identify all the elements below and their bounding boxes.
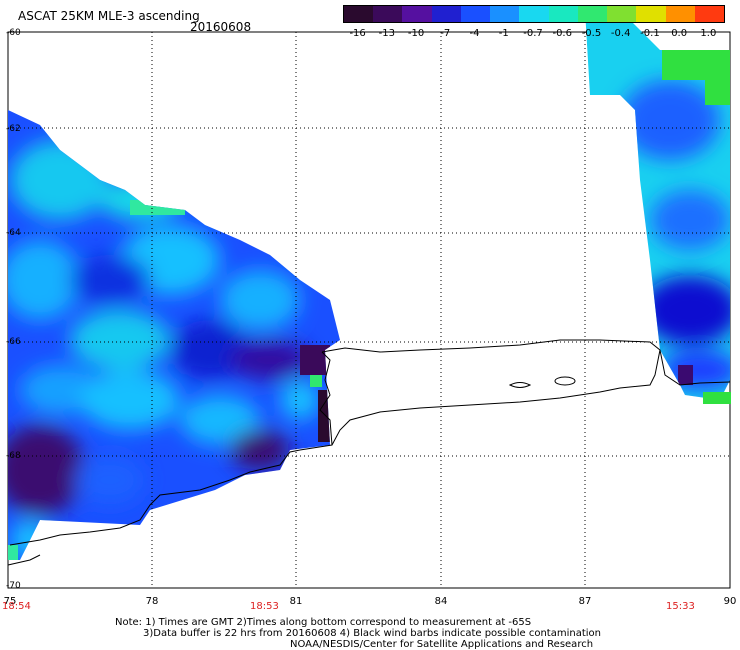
colorbar-segment bbox=[636, 6, 666, 22]
note-line-1: Note: 1) Times are GMT 2)Times along bot… bbox=[115, 617, 532, 628]
colorbar-segment bbox=[460, 6, 491, 22]
y-tick: -64 bbox=[6, 228, 21, 238]
x-tick: 90 bbox=[723, 596, 737, 607]
pass-time-left: 18:54 bbox=[2, 601, 31, 612]
colorbar-label: -1 bbox=[498, 28, 509, 39]
x-tick: 87 bbox=[578, 596, 592, 607]
colorbar-label: -0.1 bbox=[640, 28, 660, 39]
note-line-3: NOAA/NESDIS/Center for Satellite Applica… bbox=[290, 639, 594, 650]
colorbar-segment bbox=[665, 6, 695, 22]
map-title: ASCAT 25KM MLE-3 ascending bbox=[18, 9, 200, 23]
colorbar-label: -4 bbox=[469, 28, 480, 39]
colorbar-label: -7 bbox=[440, 28, 451, 39]
pass-time-right: 15:33 bbox=[666, 601, 695, 612]
colorbar-segment bbox=[490, 6, 520, 22]
y-tick: -70 bbox=[6, 581, 21, 591]
colorbar-label: -0.7 bbox=[523, 28, 543, 39]
colorbar-segment bbox=[607, 6, 637, 22]
note-line-2: 3)Data buffer is 22 hrs from 20160608 4)… bbox=[143, 628, 601, 639]
colorbar-label: -0.5 bbox=[581, 28, 602, 39]
colorbar-label: 0.0 bbox=[671, 28, 688, 39]
x-tick: 81 bbox=[289, 596, 303, 607]
x-tick: 78 bbox=[145, 596, 159, 607]
graticule bbox=[8, 32, 730, 588]
right-swath-edge bbox=[703, 392, 731, 404]
map-date: 20160608 bbox=[190, 20, 252, 34]
y-tick: -60 bbox=[6, 28, 21, 38]
colorbar bbox=[343, 5, 725, 23]
colorbar-segment bbox=[548, 6, 578, 22]
y-tick: -66 bbox=[6, 337, 21, 347]
coastline bbox=[7, 339, 731, 566]
colorbar-segment bbox=[373, 6, 403, 22]
colorbar-label: -0.6 bbox=[552, 28, 572, 39]
colorbar-label: -10 bbox=[407, 28, 425, 39]
colorbar-segment bbox=[402, 6, 432, 22]
pass-time-middle: 18:53 bbox=[250, 601, 279, 612]
colorbar-segment bbox=[431, 6, 461, 22]
colorbar-label: -13 bbox=[378, 28, 396, 39]
x-tick: 75 bbox=[3, 596, 17, 607]
colorbar-segment bbox=[694, 6, 725, 22]
y-tick: -62 bbox=[6, 124, 21, 134]
y-tick: -68 bbox=[6, 451, 21, 461]
x-tick: 84 bbox=[434, 596, 448, 607]
colorbar-segment bbox=[519, 6, 549, 22]
colorbar-segment bbox=[344, 6, 374, 22]
colorbar-label: -0.4 bbox=[610, 28, 631, 39]
colorbar-label: 1.0 bbox=[700, 28, 717, 39]
colorbar-segment bbox=[577, 6, 608, 22]
colorbar-label: -16 bbox=[349, 28, 366, 39]
